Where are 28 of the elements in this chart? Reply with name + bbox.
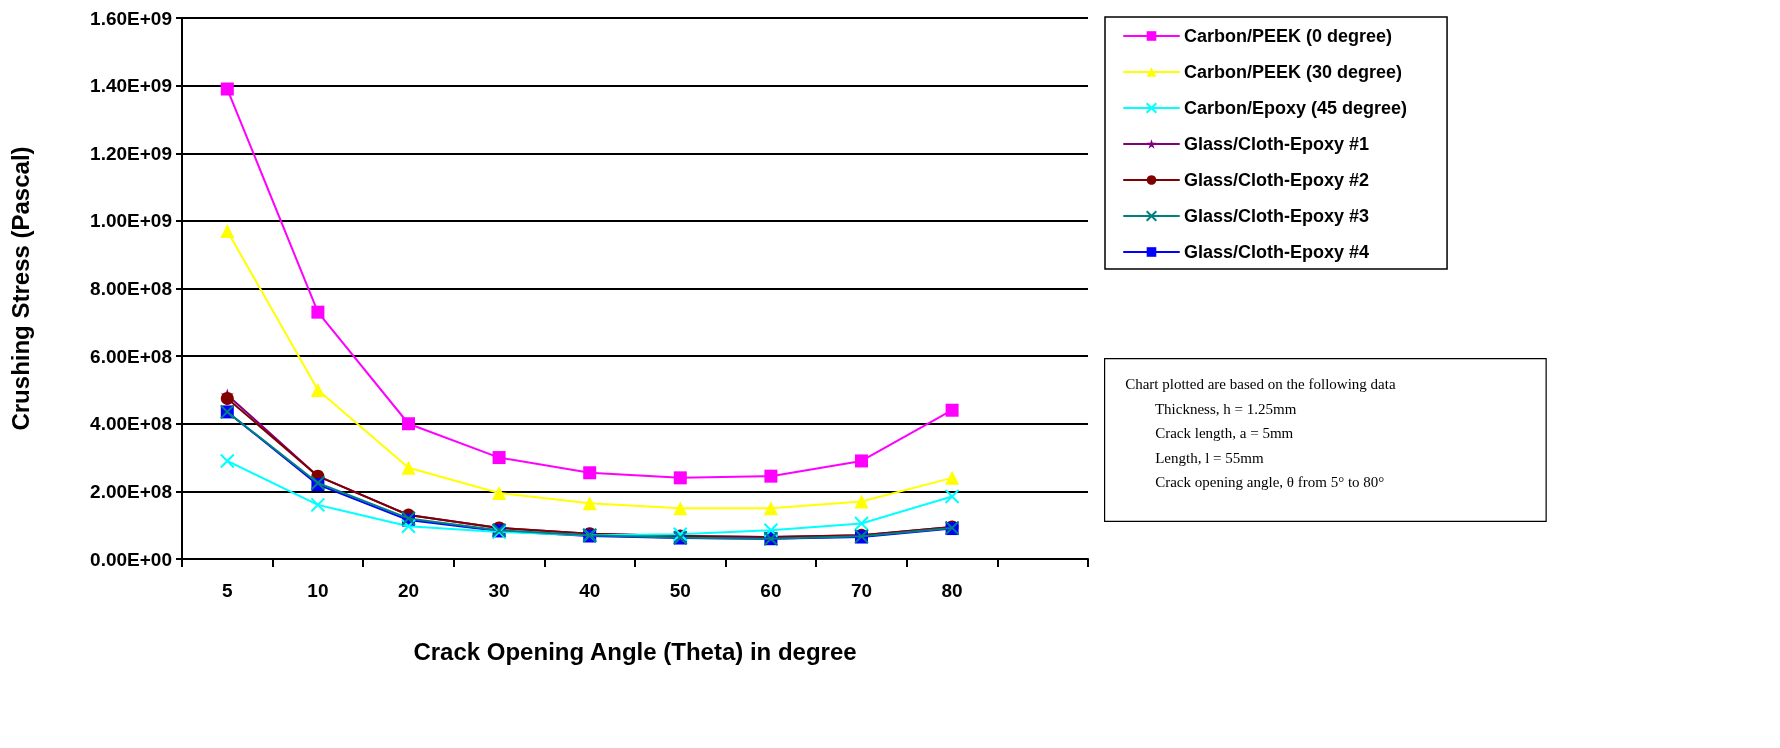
y-tick-label: 6.00E+08 xyxy=(90,345,172,367)
legend-label: Glass/Cloth-Epoxy #2 xyxy=(1184,170,1370,190)
x-tick-label: 30 xyxy=(488,580,510,601)
legend-label: Glass/Cloth-Epoxy #3 xyxy=(1184,206,1370,226)
x-axis-title: Crack Opening Angle (Theta) in degree xyxy=(413,637,857,665)
x-tick-label: 40 xyxy=(579,580,601,601)
y-tick-label: 4.00E+08 xyxy=(90,413,172,435)
legend-label: Carbon/Epoxy (45 degree) xyxy=(1184,98,1408,118)
x-tick-label: 10 xyxy=(307,580,329,601)
x-tick-label: 60 xyxy=(760,580,782,601)
text: Chart plotted are based on the following data Thickness, h = 1.25mm Crack length, a = 5mm Length, l = 55mm Crack opening angle, θ from 5° to 80° xyxy=(1125,376,1396,491)
legend-label: Carbon/PEEK (0 degree) xyxy=(1184,26,1393,46)
y-tick-label: 1.00E+09 xyxy=(90,210,172,232)
y-tick-label: 2.00E+08 xyxy=(90,480,172,502)
legend-label: Glass/Cloth-Epoxy #4 xyxy=(1184,242,1370,262)
y-tick-label: 0.00E+00 xyxy=(90,548,172,570)
y-tick-label: 1.60E+09 xyxy=(90,7,172,29)
y-axis-title: Crushing Stress (Pascal) xyxy=(6,146,34,431)
x-tick-label: 5 xyxy=(222,580,234,601)
x-tick-label: 70 xyxy=(850,580,873,601)
y-tick-label: 1.20E+09 xyxy=(90,142,172,164)
y-tick-label: 1.40E+09 xyxy=(90,75,172,97)
legend-label: Glass/Cloth-Epoxy #1 xyxy=(1184,134,1370,154)
x-tick-label: 80 xyxy=(941,580,963,601)
legend-label: Carbon/PEEK (30 degree) xyxy=(1184,62,1403,82)
y-tick-label: 8.00E+08 xyxy=(90,278,172,299)
x-tick-label: 50 xyxy=(669,580,691,601)
x-tick-label: 20 xyxy=(397,580,420,601)
